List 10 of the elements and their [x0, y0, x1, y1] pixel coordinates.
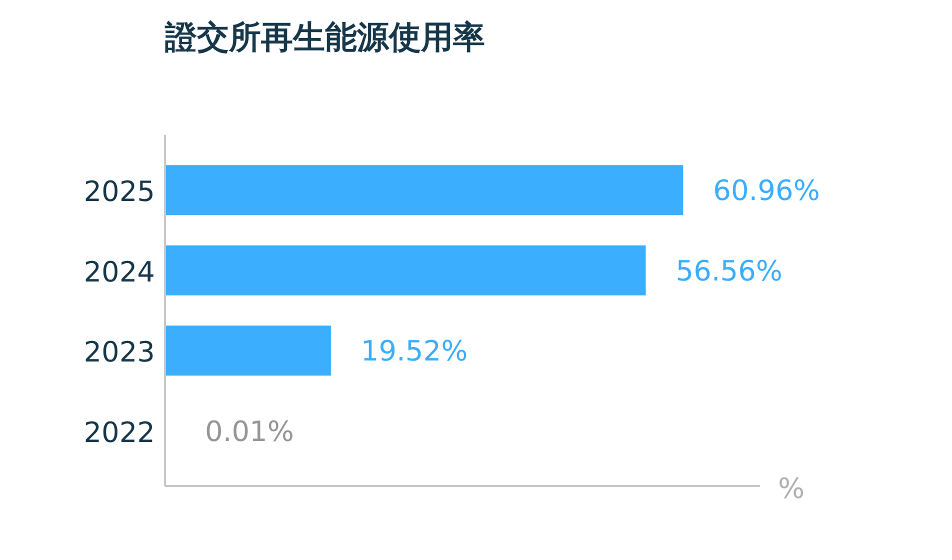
y-tick-label: 2025 [84, 175, 155, 208]
data-label: 0.01% [205, 414, 294, 448]
y-tick-label: 2024 [84, 255, 155, 288]
x-axis-title: % [778, 472, 805, 505]
data-label: 19.52% [360, 334, 468, 368]
chart-title: 證交所再生能源使用率 [164, 18, 485, 56]
y-tick-label: 2023 [84, 336, 155, 369]
data-label: 60.96% [713, 174, 820, 208]
data-label: 56.56% [676, 254, 783, 288]
y-tick-label: 2022 [84, 416, 155, 449]
